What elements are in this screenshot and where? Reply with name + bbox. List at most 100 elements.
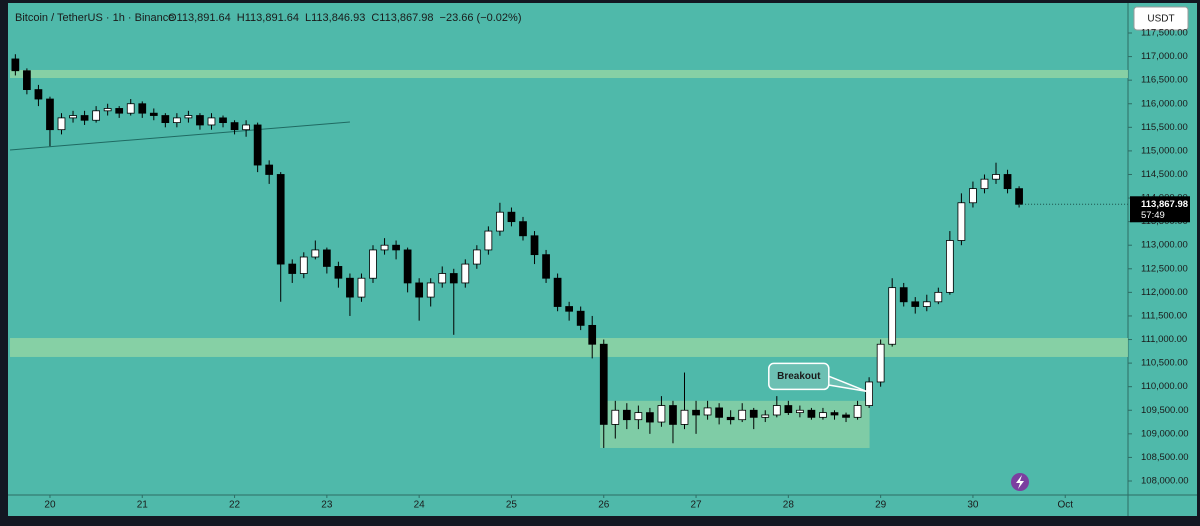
lightning-glyph — [1016, 475, 1024, 489]
candle-body — [80, 115, 89, 121]
candle-body — [934, 291, 943, 303]
candle-body — [957, 202, 966, 241]
candle-body — [588, 324, 597, 345]
y-tick-label: 111,500.00 — [1141, 310, 1187, 321]
ohlc-value: −23.66 (−0.02%) — [440, 12, 522, 24]
y-tick-label: 112,500.00 — [1141, 263, 1188, 274]
candle-body — [230, 122, 239, 131]
candle-body — [253, 124, 262, 166]
candle-body — [415, 282, 424, 298]
candle-body — [830, 412, 839, 416]
y-tick-label: 109,500.00 — [1141, 405, 1189, 416]
x-tick-label: 24 — [414, 500, 426, 511]
candle-body — [196, 115, 204, 126]
currency-button[interactable] — [1133, 6, 1189, 31]
candle-body — [530, 235, 539, 256]
candle-body — [796, 409, 804, 414]
candle-body — [542, 254, 550, 279]
chart-title: Bitcoin / TetherUS · 1h · Binance — [15, 12, 174, 24]
candle-body — [46, 98, 54, 131]
candle-body — [276, 174, 285, 265]
candle-body — [853, 405, 862, 418]
candle-body — [380, 244, 389, 251]
candle-body — [842, 414, 850, 418]
annotation-box — [768, 362, 830, 391]
candle-body — [992, 174, 1000, 180]
y-tick-label: 108,000.00 — [1141, 476, 1189, 487]
candle-body — [126, 103, 135, 114]
x-tick-label: 22 — [229, 500, 241, 511]
y-tick-label: 109,000.00 — [1141, 428, 1189, 439]
candle-body — [461, 263, 470, 284]
candle-body — [507, 211, 516, 223]
candle-body — [876, 343, 885, 383]
candle-body — [392, 244, 400, 251]
candle-body — [646, 412, 654, 423]
candle-body — [103, 108, 112, 112]
candle-body — [576, 310, 585, 326]
candle-body — [657, 405, 666, 423]
y-tick-label: 115,500.00 — [1141, 122, 1188, 133]
candle-body — [334, 266, 343, 279]
x-tick-label: 20 — [44, 500, 56, 511]
plot: Breakout — [9, 54, 1128, 448]
candle-body — [807, 409, 816, 418]
y-tick-label: 111,000.00 — [1141, 334, 1187, 345]
y-tick-label: 116,500.00 — [1141, 75, 1188, 86]
x-tick-label: 23 — [321, 500, 333, 511]
candle-body — [184, 115, 193, 119]
candle-body — [92, 110, 100, 121]
candle-body — [115, 108, 124, 114]
candle-body — [703, 407, 712, 416]
candle-body — [426, 282, 435, 298]
candle-body — [726, 416, 735, 421]
y-tick-label: 117,000.00 — [1141, 51, 1188, 62]
candle-body — [496, 211, 504, 232]
candle-body — [634, 412, 643, 421]
candle-body — [922, 301, 931, 307]
ohlc-value: O113,891.64 — [168, 12, 231, 24]
candle-body — [819, 412, 827, 418]
candle-body — [622, 409, 631, 421]
candle-body — [265, 164, 274, 175]
candle-body — [1015, 188, 1023, 205]
candle-body — [565, 306, 573, 312]
candle-body — [946, 240, 954, 293]
candle-body — [772, 405, 781, 416]
last-price-box — [1130, 196, 1190, 223]
annotation-pointer — [818, 374, 868, 393]
candle-body — [357, 277, 366, 298]
candle-body — [438, 273, 447, 284]
candle-body — [911, 301, 920, 307]
currency-label: USDT — [1147, 14, 1174, 25]
y-tick-label: 113,000.00 — [1141, 240, 1188, 251]
y-tick-label: 117,500.00 — [1141, 28, 1188, 39]
candle-body — [553, 277, 562, 307]
annotation-text: Breakout — [777, 371, 821, 382]
x-tick-label: 25 — [506, 500, 518, 511]
candle-body — [57, 117, 66, 131]
ohlc-value: H113,891.64 — [237, 12, 299, 24]
zone — [10, 69, 1128, 78]
x-tick-label: 29 — [875, 500, 887, 511]
candle-body — [23, 70, 31, 90]
candle-body — [599, 343, 608, 425]
x-tick-label: 30 — [967, 500, 979, 511]
candle-body — [207, 117, 216, 126]
y-tick-label: 116,000.00 — [1141, 98, 1188, 109]
candle-body — [369, 249, 377, 279]
last-price-label: 113,867.98 — [1141, 199, 1188, 210]
candle-body — [299, 256, 308, 274]
candle-body — [761, 414, 770, 418]
candle-body — [403, 249, 412, 284]
candle-body — [669, 405, 677, 425]
candle-body — [138, 103, 147, 114]
candle-body — [715, 407, 723, 418]
candle-body — [749, 409, 758, 418]
candle-body — [611, 409, 620, 425]
x-tick-label: 21 — [137, 500, 149, 511]
y-tick-label: 112,000.00 — [1141, 287, 1188, 298]
candle-body — [288, 263, 297, 274]
candle-body — [173, 117, 181, 124]
